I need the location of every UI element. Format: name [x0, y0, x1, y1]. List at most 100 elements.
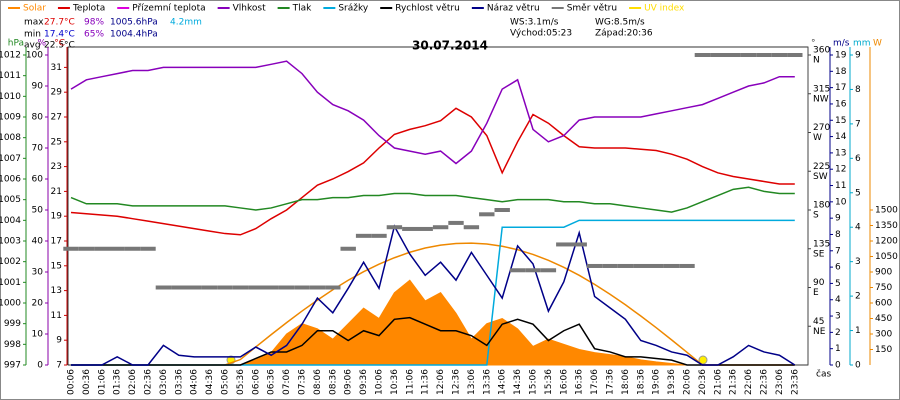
direction-mark	[571, 242, 587, 247]
tick-label: 1011	[0, 71, 21, 81]
tick-label: 40	[32, 237, 44, 247]
direction-mark	[540, 268, 557, 273]
tick-label: 7	[855, 119, 861, 129]
x-tick-label: 13:36	[482, 369, 492, 395]
tick-label: 1350	[875, 221, 898, 231]
legend-label: Přízemní teplota	[132, 4, 205, 14]
tick-label: 150	[875, 345, 892, 355]
tick-label: 1001	[0, 278, 21, 288]
direction-mark	[217, 285, 233, 290]
tick-label: 60	[32, 175, 44, 185]
tick-label: 9	[56, 336, 62, 346]
tick-label: SW	[813, 172, 828, 182]
series-line	[70, 186, 795, 213]
direction-mark	[309, 285, 326, 290]
tick-label: N	[813, 56, 820, 66]
tick-label: 1009	[0, 113, 21, 123]
tick-label: 6	[855, 154, 861, 164]
x-tick-label: 10:36	[390, 369, 400, 395]
tick-label: 900	[875, 268, 892, 278]
stat: avg	[24, 41, 41, 51]
x-tick-label: 12:06	[436, 369, 446, 395]
x-tick-label: 21:06	[713, 369, 723, 395]
direction-mark	[78, 246, 95, 251]
tick-label: 5	[855, 188, 861, 198]
direction-mark	[740, 53, 757, 57]
direction-mark	[94, 246, 110, 251]
tick-label: 998	[4, 340, 21, 350]
tick-label: 45	[813, 317, 824, 327]
tick-label: 1200	[875, 237, 898, 247]
direction-mark	[679, 263, 695, 268]
direction-mark	[448, 220, 464, 225]
legend-label: Teplota	[72, 4, 105, 14]
x-tick-label: 15:36	[544, 369, 554, 395]
direction-mark	[248, 285, 264, 290]
tick-label: 20	[32, 299, 44, 309]
tick-label: 450	[875, 314, 892, 324]
tick-label: 1006	[0, 175, 21, 185]
tick-label: 25	[51, 137, 62, 147]
direction-mark	[417, 226, 433, 231]
tick-label: 17	[51, 237, 62, 247]
tick-label: 11	[835, 181, 846, 191]
direction-mark	[586, 263, 603, 268]
tick-label: 1003	[0, 237, 21, 247]
direction-mark	[725, 53, 741, 57]
tick-label: 1004	[0, 216, 21, 226]
direction-mark	[479, 212, 495, 217]
tick-label: 270	[813, 123, 830, 133]
tick-label: 1002	[0, 257, 21, 267]
tick-label: 8	[855, 85, 861, 95]
tick-label: SE	[813, 249, 825, 259]
x-tick-label: 15:06	[529, 369, 539, 395]
tick-label: S	[813, 211, 819, 221]
tick-label: 16	[835, 99, 847, 109]
info: WG:8.5m/s	[595, 18, 645, 28]
tick-label: 750	[875, 283, 892, 293]
tick-label: 18	[835, 67, 847, 77]
x-tick-label: 09:36	[359, 369, 369, 395]
axis-label: %	[37, 39, 46, 49]
direction-mark	[109, 246, 125, 251]
tick-label: 100	[26, 51, 43, 61]
tick-label: 2	[835, 328, 841, 338]
x-tick-label: 22:36	[760, 369, 770, 395]
tick-label: 1005	[0, 195, 21, 205]
x-tick-label: 02:06	[128, 369, 138, 395]
tick-label: 6	[835, 263, 841, 273]
tick-label: 13	[835, 148, 846, 158]
tick-label: W	[813, 133, 822, 143]
direction-mark	[155, 285, 172, 290]
tick-label: 1000	[0, 299, 21, 309]
direction-mark	[63, 246, 79, 251]
direction-mark	[463, 225, 480, 230]
tick-label: 17	[835, 83, 846, 93]
x-tick-label: 14:06	[498, 369, 508, 395]
tick-label: 1007	[0, 154, 21, 164]
x-tick-label: 23:36	[790, 369, 800, 395]
direction-mark	[633, 263, 649, 268]
x-tick-label: 17:06	[590, 369, 600, 395]
legend-label: Vlhkost	[233, 4, 266, 14]
x-tick-label: 00:06	[67, 369, 77, 395]
tick-label: 14	[835, 132, 847, 142]
tick-label: 13	[51, 286, 62, 296]
x-tick-label: 16:36	[575, 369, 585, 395]
tick-label: NW	[813, 94, 829, 104]
x-tick-label: 17:36	[606, 369, 616, 395]
x-tick-label: 23:06	[775, 369, 785, 395]
x-tick-label: 05:36	[236, 369, 246, 395]
tick-label: 30	[32, 268, 44, 278]
tick-label: 0	[835, 361, 841, 371]
legend-label: Rychlost větru	[395, 4, 460, 14]
tick-label: 1010	[0, 92, 21, 102]
tick-label: 50	[32, 206, 44, 216]
direction-mark	[340, 246, 356, 251]
tick-label: 21	[51, 187, 62, 197]
x-tick-label: 05:06	[221, 369, 231, 395]
tick-label: 180	[813, 201, 830, 211]
direction-mark	[602, 263, 618, 268]
series-line	[71, 224, 796, 366]
tick-label: 80	[32, 113, 44, 123]
